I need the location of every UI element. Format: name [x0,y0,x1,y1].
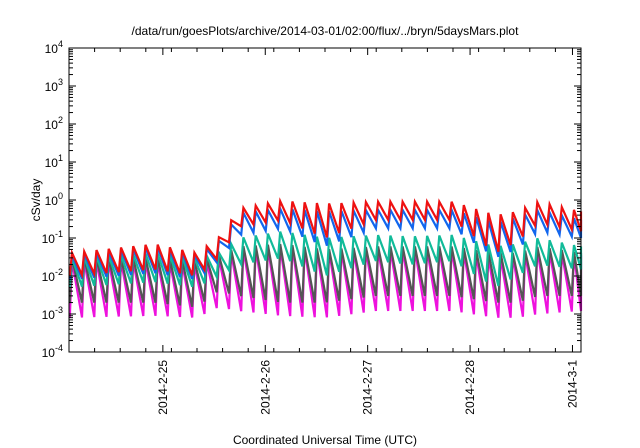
y-tick-label: 101 [45,153,63,170]
series-layer [68,197,583,318]
y-tick-label: 102 [45,115,63,132]
y-tick-label: 10-2 [42,267,63,284]
x-tick-label: 2014-2-27 [361,360,375,415]
series-line-0 [68,197,583,280]
y-tick-label: 100 [45,191,63,208]
chart-title: /data/run/goesPlots/archive/2014-03-01/0… [132,24,520,38]
y-tick-label: 103 [45,77,63,94]
y-axis-label: cSv/day [29,179,43,222]
y-tick-label: 10-1 [42,229,63,246]
plot-frame [68,47,582,353]
x-tick-label: 2014-2-25 [156,360,170,415]
axis-layer: 10-4 10-3 10-2 10-1 100 101 102 103 104 2014-2-25… [42,39,582,415]
y-tick-label: 10-4 [42,343,63,360]
x-tick-label: 2014-2-28 [463,360,477,415]
x-tick-label: 2014-2-26 [258,360,272,415]
x-axis-label: Coordinated Universal Time (UTC) [233,433,417,447]
y-tick-label: 10-3 [42,305,63,322]
y-tick-label: 104 [45,39,63,56]
x-tick-label: 2014-3-1 [565,360,579,408]
